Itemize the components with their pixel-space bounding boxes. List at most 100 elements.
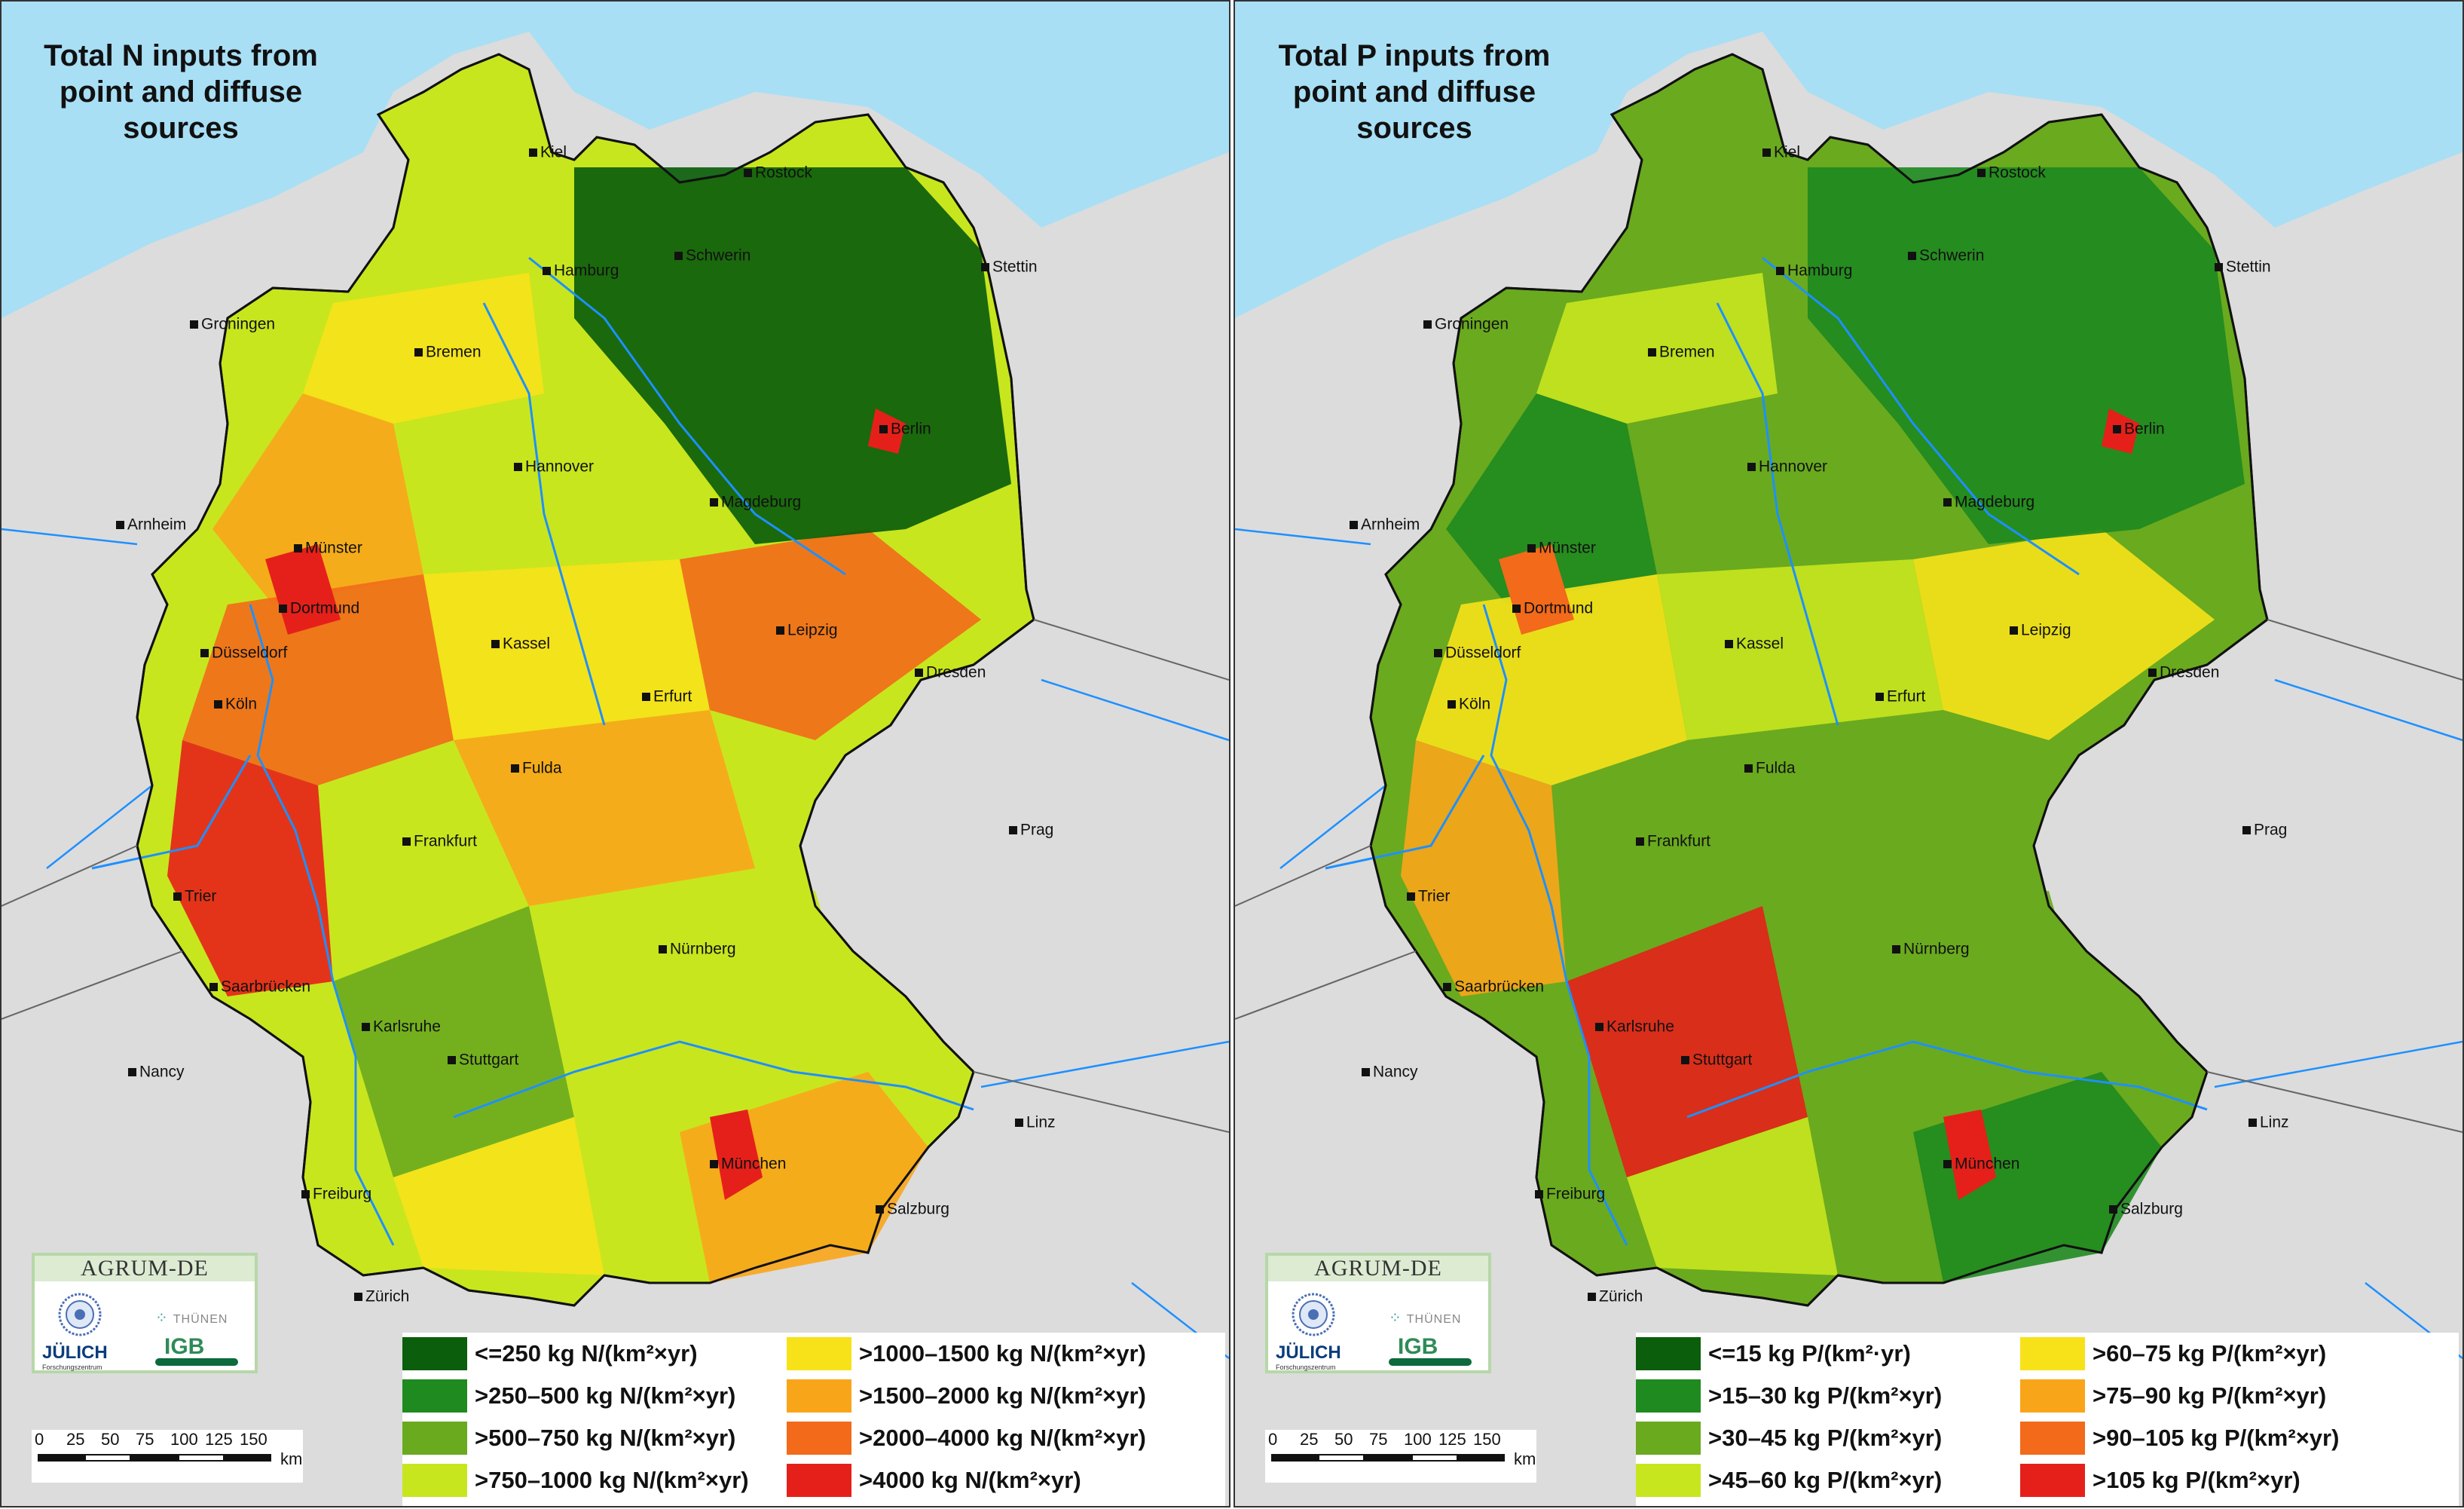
title-line: sources	[1356, 112, 1472, 145]
city-label: Nürnberg	[659, 940, 736, 958]
city-name: Schwerin	[1919, 246, 1985, 265]
catchment-region	[212, 393, 423, 605]
scale-segment	[1271, 1454, 1318, 1462]
legend-swatch	[2020, 1337, 2085, 1370]
city-label: Düsseldorf	[1434, 644, 1521, 662]
river	[1686, 1040, 2208, 1119]
city-name: Zürich	[1599, 1287, 1643, 1305]
legend-swatch	[402, 1422, 467, 1455]
juelich-subtext: Forschungszentrum	[1276, 1364, 1336, 1371]
city-name: Groningen	[201, 315, 276, 333]
scale-tick-label: 25	[66, 1430, 85, 1449]
partner-logos: AGRUM-DE ⁘ THÜNEN JÜLICH Forschungszentrum…	[1265, 1253, 1491, 1373]
city-label: Arnheim	[116, 516, 186, 534]
city-name: Berlin	[891, 420, 931, 438]
igb-swoosh-icon	[1389, 1358, 1472, 1366]
city-label: Schwerin	[1908, 246, 1984, 265]
city-marker-icon	[981, 262, 989, 271]
city-name: Fulda	[522, 759, 562, 777]
city-marker-icon	[173, 892, 182, 901]
city-label: Zürich	[1588, 1287, 1643, 1305]
city-label: Hamburg	[543, 262, 619, 280]
catchment-region	[393, 1117, 604, 1275]
map-panel-phosphorus: Total P inputs from point and diffuse so…	[1234, 0, 2464, 1507]
city-name: Saarbrücken	[1454, 978, 1545, 996]
catchment-region	[1762, 891, 2102, 1132]
legend-item: >45–60 kg P/(km²×yr)	[1636, 1462, 1942, 1498]
agrum-de-logo: AGRUM-DE	[1268, 1256, 1488, 1281]
city-label: Kiel	[529, 143, 567, 161]
legend-swatch	[787, 1337, 851, 1370]
city-label: Salzburg	[2109, 1200, 2183, 1218]
city-marker-icon	[879, 424, 888, 433]
title-line: point and diffuse	[1292, 75, 1536, 109]
city-marker-icon	[1434, 648, 1442, 657]
legend-item: >1500–2000 kg N/(km²×yr)	[787, 1378, 1146, 1414]
legend-swatch	[2020, 1422, 2085, 1455]
igb-swoosh-icon	[155, 1358, 238, 1366]
scale-tick-label: 125	[1438, 1430, 1466, 1449]
scale-segment	[178, 1454, 225, 1462]
city-marker-icon	[1636, 837, 1644, 846]
legend-swatch	[787, 1464, 851, 1497]
legend-item: >90–105 kg P/(km²×yr)	[2020, 1420, 2339, 1456]
legend-swatch	[1636, 1464, 1701, 1497]
scale-tick-label: 0	[35, 1430, 44, 1449]
city-name: Kiel	[1774, 143, 1801, 161]
legend-item: >2000–4000 kg N/(km²×yr)	[787, 1420, 1146, 1456]
city-marker-icon	[2010, 626, 2018, 635]
city-label: Erfurt	[642, 687, 692, 706]
nitrogen-map	[2, 2, 1229, 1506]
city-label: Prag	[2242, 821, 2287, 839]
city-label: Berlin	[879, 420, 931, 438]
city-name: Fulda	[1756, 759, 1796, 777]
juelich-subtext: Forschungszentrum	[42, 1364, 102, 1371]
city-label: Schwerin	[674, 246, 751, 265]
catchment-region	[423, 559, 710, 740]
legend-label: >1000–1500 kg N/(km²×yr)	[859, 1340, 1146, 1367]
legend-item: >105 kg P/(km²×yr)	[2020, 1462, 2300, 1498]
legend-label: >15–30 kg P/(km²×yr)	[1708, 1382, 1943, 1409]
title-line: Total P inputs from	[1278, 39, 1551, 72]
river	[1325, 754, 1485, 870]
city-marker-icon	[128, 1067, 136, 1076]
city-marker-icon	[116, 520, 124, 529]
city-marker-icon	[1362, 1067, 1370, 1076]
city-label: Zürich	[354, 1287, 409, 1305]
city-label: Prag	[1009, 821, 1053, 839]
legend-item: >75–90 kg P/(km²×yr)	[2020, 1378, 2326, 1414]
legend-swatch	[787, 1422, 851, 1455]
legend-swatch	[1636, 1337, 1701, 1370]
city-name: Arnheim	[1361, 516, 1420, 534]
city-marker-icon	[1943, 497, 1952, 507]
city-name: Düsseldorf	[1445, 644, 1521, 662]
city-label: Groningen	[1423, 315, 1509, 333]
city-name: Leipzig	[787, 621, 838, 639]
city-name: München	[721, 1155, 787, 1173]
legend-label: >2000–4000 kg N/(km²×yr)	[859, 1425, 1146, 1451]
legend-swatch	[2020, 1379, 2085, 1413]
city-marker-icon	[1423, 320, 1432, 329]
city-name: Frankfurt	[414, 832, 478, 850]
city-marker-icon	[915, 668, 923, 677]
city-marker-icon	[1892, 944, 1900, 953]
city-name: Rostock	[755, 164, 812, 182]
city-name: Zürich	[365, 1287, 410, 1305]
river	[1482, 604, 1628, 1246]
map-legend: <=15 kg P/(km²·yr) >15–30 kg P/(km²×yr) >3…	[1636, 1333, 2459, 1506]
catchment-region	[333, 906, 574, 1177]
city-marker-icon	[529, 148, 537, 157]
river	[482, 302, 606, 726]
city-marker-icon	[1009, 825, 1017, 834]
city-marker-icon	[2148, 668, 2157, 677]
city-name: Linz	[1026, 1113, 1056, 1131]
city-name: Nancy	[1373, 1063, 1418, 1081]
map-panel-nitrogen: Total N inputs from point and diffuse so…	[0, 0, 1230, 1507]
city-name: Stettin	[992, 258, 1038, 276]
legend-label: <=15 kg P/(km²·yr)	[1708, 1340, 1911, 1367]
city-marker-icon	[1747, 462, 1756, 471]
scale-segment	[1458, 1454, 1505, 1462]
city-name: Kassel	[1736, 635, 1784, 653]
city-marker-icon	[2215, 262, 2223, 271]
phosphorus-map	[1235, 2, 2462, 1506]
